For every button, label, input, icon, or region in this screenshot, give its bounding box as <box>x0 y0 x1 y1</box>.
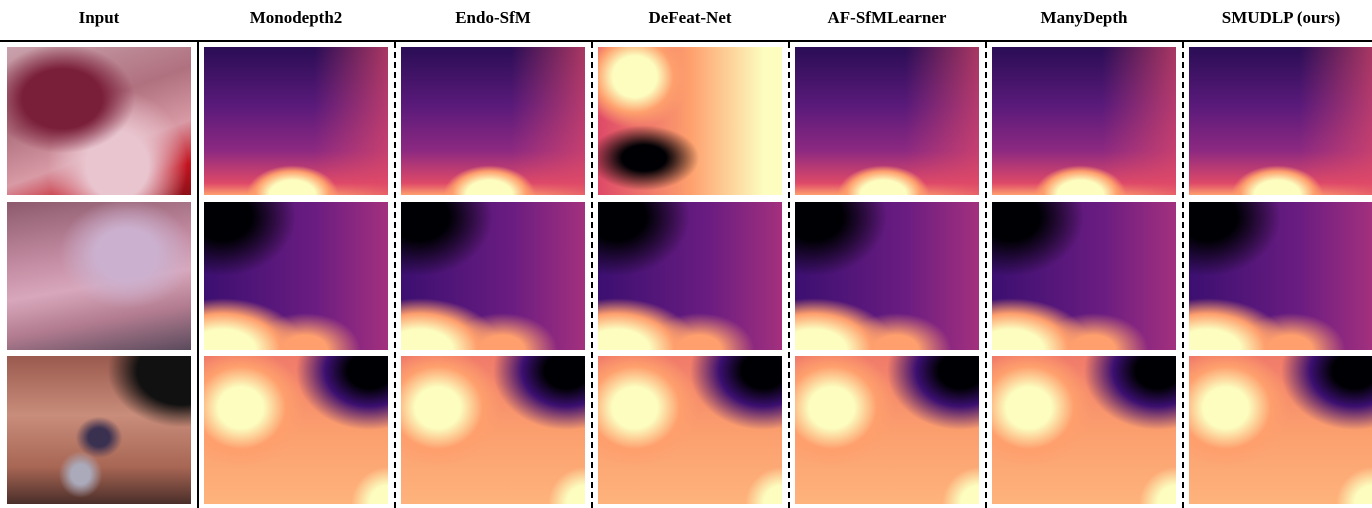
depth-map <box>795 47 979 195</box>
depth-map <box>1189 356 1372 504</box>
depth-map <box>401 202 585 350</box>
column-header: Input <box>78 8 120 27</box>
column-header: AF-SfMLearner <box>827 8 947 27</box>
column-separator <box>394 42 396 508</box>
depth-map <box>204 47 388 195</box>
header-rule <box>0 40 1372 42</box>
column-header: ManyDepth <box>1040 8 1128 27</box>
column-header: DeFeat-Net <box>648 8 732 27</box>
input-image <box>7 47 191 195</box>
depth-map <box>598 356 782 504</box>
depth-map <box>401 47 585 195</box>
depth-map <box>598 47 782 195</box>
input-image <box>7 202 191 350</box>
depth-map <box>204 202 388 350</box>
depth-map <box>598 202 782 350</box>
column-header: SMUDLP (ours) <box>1221 8 1341 27</box>
column-separator <box>591 42 593 508</box>
depth-map <box>795 356 979 504</box>
depth-map <box>992 202 1176 350</box>
depth-map <box>795 202 979 350</box>
input-image <box>7 356 191 504</box>
depth-map <box>992 356 1176 504</box>
depth-map <box>992 47 1176 195</box>
depth-map <box>1189 202 1372 350</box>
column-separator <box>1182 42 1184 508</box>
depth-map <box>204 356 388 504</box>
column-header: Endo-SfM <box>455 8 531 27</box>
input-separator <box>197 42 199 508</box>
depth-map <box>1189 47 1372 195</box>
column-separator <box>788 42 790 508</box>
column-separator <box>985 42 987 508</box>
depth-map <box>401 356 585 504</box>
column-header: Monodepth2 <box>249 8 343 27</box>
